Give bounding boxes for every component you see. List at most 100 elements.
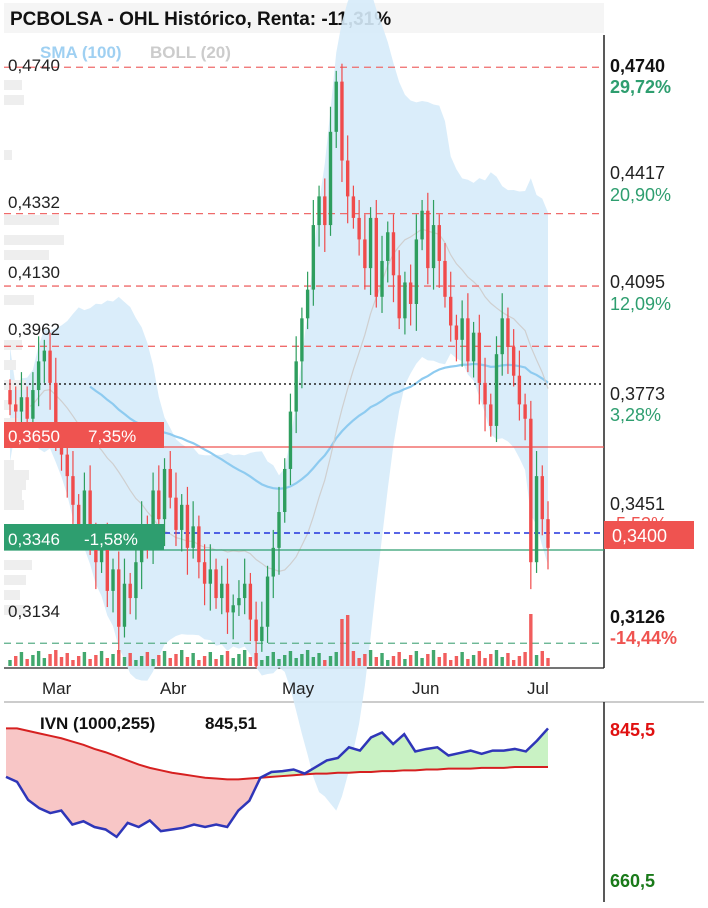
volume-bar xyxy=(380,653,384,666)
lower-badge-price: 0,3346 xyxy=(8,530,60,549)
volume-bar xyxy=(345,615,350,666)
volume-bars xyxy=(8,614,550,666)
candle-body xyxy=(82,490,87,527)
candle-body xyxy=(117,569,121,627)
candle-body xyxy=(88,490,92,534)
candle-body xyxy=(408,282,413,304)
volume-bar xyxy=(431,650,436,666)
candle-body xyxy=(414,239,419,304)
ivn-sma-line xyxy=(6,727,548,781)
candle-body xyxy=(323,196,327,226)
candle-body xyxy=(397,275,401,319)
profile-bar xyxy=(4,380,26,390)
profile-bar xyxy=(4,480,26,490)
volume-bar xyxy=(151,659,155,666)
volume-bar xyxy=(471,655,476,666)
x-tick-label: Abr xyxy=(160,679,187,698)
candle-body xyxy=(305,289,310,319)
volume-bar xyxy=(36,651,41,666)
profile-bar xyxy=(4,340,22,350)
volume-bar xyxy=(139,656,144,666)
volume-bar xyxy=(277,659,281,666)
candle-body xyxy=(334,81,338,132)
volume-bar xyxy=(128,653,132,666)
candle-body xyxy=(42,350,47,362)
volume-bar xyxy=(260,660,264,666)
ivn-positive-fill xyxy=(260,728,548,778)
volume-bar xyxy=(191,653,195,666)
volume-bar xyxy=(500,657,504,666)
candle-body xyxy=(122,583,127,627)
volume-bar xyxy=(117,650,121,666)
candle-body xyxy=(237,598,241,606)
candle-body xyxy=(477,332,482,383)
upper-badge-pct: 7,35% xyxy=(88,427,136,446)
candle-body xyxy=(14,404,18,412)
volume-bar xyxy=(460,652,464,666)
lower-badge xyxy=(4,524,164,550)
volume-bar xyxy=(420,658,424,666)
volume-bar xyxy=(294,658,298,666)
volume-bar xyxy=(489,654,493,666)
candle-body xyxy=(162,468,167,520)
candle-body xyxy=(529,418,533,563)
candle-body xyxy=(294,361,298,412)
profile-bar xyxy=(4,605,26,615)
candle-body xyxy=(374,217,378,297)
candle-body xyxy=(54,382,58,441)
volume-bar xyxy=(534,655,539,666)
candle-body xyxy=(357,217,361,240)
left-level-label: 0,4130 xyxy=(8,263,60,282)
volume-bar xyxy=(197,660,201,666)
candle-body xyxy=(76,504,81,527)
profile-bar xyxy=(4,460,14,470)
profile-bar xyxy=(4,590,20,600)
candle-body xyxy=(36,361,41,391)
candle-body xyxy=(134,562,138,599)
bollinger-band xyxy=(10,0,548,811)
candle-body xyxy=(185,504,190,548)
volume-bar xyxy=(374,657,378,666)
candle-body xyxy=(300,318,304,362)
volume-bar xyxy=(443,653,447,666)
candle-body xyxy=(328,131,333,226)
profile-bar xyxy=(4,500,24,510)
volume-bar xyxy=(71,660,75,666)
volume-bar xyxy=(208,652,213,666)
volume-bar xyxy=(111,654,115,666)
candle-body xyxy=(231,605,235,613)
volume-bar xyxy=(408,655,413,666)
volume-bar xyxy=(546,658,550,666)
chart-title: PCBOLSA - OHL Histórico, Renta: -11,31% xyxy=(10,9,391,30)
volume-bar xyxy=(180,650,184,666)
volume-profile xyxy=(4,80,64,615)
volume-bar xyxy=(168,658,172,666)
volume-bar xyxy=(265,656,270,666)
volume-bar xyxy=(94,655,98,666)
volume-bar xyxy=(157,655,161,666)
candle-body xyxy=(48,350,52,383)
volume-bar xyxy=(202,656,207,666)
x-tick-label: Mar xyxy=(42,679,72,698)
ivn-label: IVN (1000,255) xyxy=(40,714,155,733)
candle-body xyxy=(494,354,499,426)
volume-bar xyxy=(529,614,533,666)
boll-legend: BOLL (20) xyxy=(150,43,231,62)
right-level-pct: 12,09% xyxy=(610,294,671,314)
sma-legend: SMA (100) xyxy=(40,43,122,62)
volume-bar xyxy=(288,651,293,666)
profile-bar xyxy=(4,250,49,260)
candle-body xyxy=(25,397,29,419)
candle-body xyxy=(71,476,75,505)
candle-body xyxy=(351,196,356,218)
volume-bar xyxy=(99,651,104,666)
candle-body xyxy=(111,569,115,591)
volume-bar xyxy=(426,654,430,666)
volume-bar xyxy=(214,659,218,666)
candle-body xyxy=(534,476,539,563)
volume-bar xyxy=(323,660,327,666)
volume-bar xyxy=(305,650,310,666)
profile-bar xyxy=(4,215,59,225)
candle-body xyxy=(283,468,287,512)
candle-body xyxy=(19,397,24,412)
